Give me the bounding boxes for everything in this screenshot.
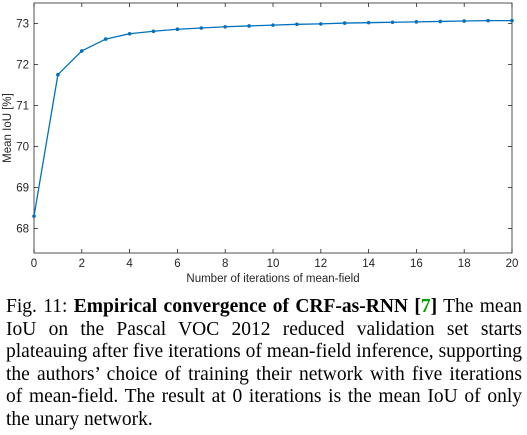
figure-caption: Fig. 11: Empirical convergence of CRF-as…: [6, 296, 522, 431]
data-point: [175, 27, 180, 32]
series-markers: [32, 18, 514, 218]
y-tick-label: 70: [16, 141, 29, 153]
y-axis-label: Mean IoU [%]: [2, 93, 14, 163]
caption-prefix: Fig. 11:: [6, 296, 74, 317]
data-point: [486, 18, 490, 23]
data-point: [462, 19, 467, 23]
data-point: [271, 23, 275, 27]
x-tick-label: 4: [126, 258, 133, 270]
data-point: [295, 22, 299, 27]
data-point: [80, 49, 84, 53]
x-tick-label: 20: [506, 258, 519, 270]
x-tick-label: 16: [410, 258, 423, 270]
data-point: [510, 18, 514, 23]
x-tick-label: 10: [267, 258, 280, 270]
data-point: [438, 19, 443, 24]
caption-body: The mean IoU on the Pascal VOC 2012 redu…: [6, 296, 522, 430]
data-point: [103, 37, 108, 41]
x-tick-label: 18: [458, 258, 471, 270]
x-tick-label: 0: [31, 258, 37, 270]
data-point: [390, 20, 395, 25]
x-axis-label: Number of iterations of mean-field: [186, 273, 359, 285]
data-point: [247, 24, 251, 28]
y-tick-label: 72: [16, 59, 29, 71]
y-tick-label: 69: [16, 182, 29, 194]
data-point: [151, 29, 156, 34]
data-point: [414, 20, 419, 24]
data-point: [319, 22, 323, 26]
x-tick-label: 12: [314, 258, 327, 270]
x-tick-label: 8: [222, 258, 228, 270]
x-tick-label: 2: [79, 258, 85, 270]
data-point: [56, 72, 60, 77]
caption-title: Empirical convergence of CRF-as-RNN [7]: [73, 296, 438, 317]
data-point: [199, 26, 204, 30]
data-point: [32, 214, 36, 218]
y-tick-label: 68: [16, 223, 29, 235]
y-tick-label: 73: [16, 18, 29, 30]
data-point: [366, 20, 371, 25]
data-point: [127, 31, 132, 36]
series-line: [33, 19, 512, 217]
x-tick-label: 14: [362, 258, 375, 270]
citation-link[interactable]: 7: [420, 296, 431, 317]
y-tick-label: 71: [16, 100, 29, 112]
data-point: [223, 24, 227, 29]
x-tick-label: 6: [174, 258, 180, 270]
data-point: [342, 21, 347, 25]
